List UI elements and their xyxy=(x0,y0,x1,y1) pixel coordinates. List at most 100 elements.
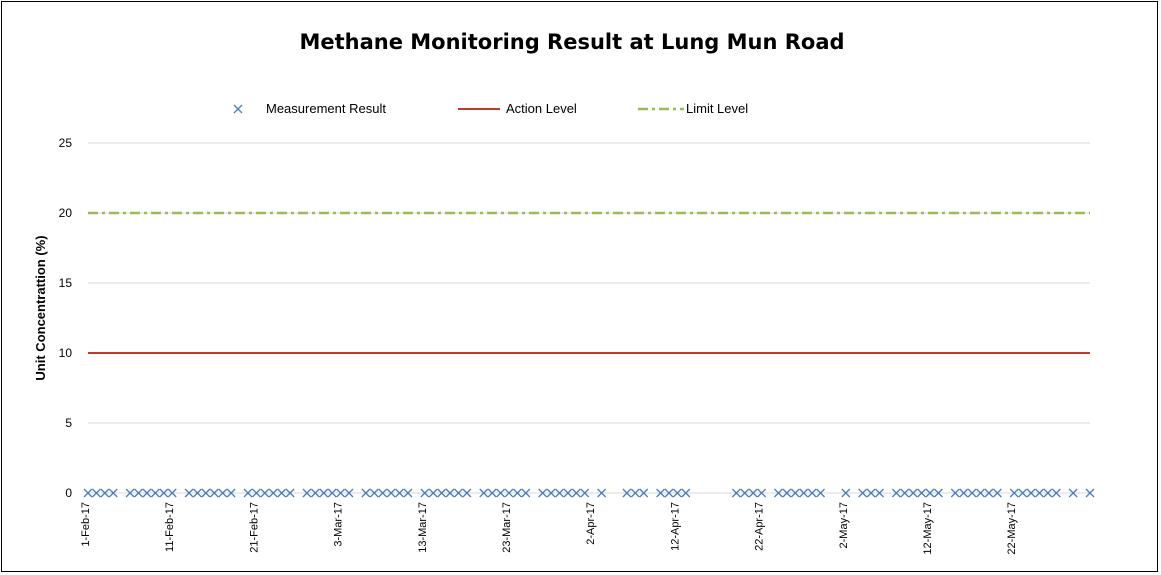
data-point xyxy=(933,488,943,498)
data-point xyxy=(672,488,682,498)
data-point xyxy=(656,488,666,498)
data-point xyxy=(454,488,463,498)
data-point xyxy=(150,488,160,498)
y-tick-label: 20 xyxy=(59,206,73,220)
data-point xyxy=(1043,488,1053,498)
data-point xyxy=(462,488,472,498)
y-tick-label: 5 xyxy=(65,416,72,430)
data-point xyxy=(277,488,287,498)
y-tick-label: 10 xyxy=(59,346,73,360)
data-point xyxy=(142,488,152,498)
data-point xyxy=(134,488,143,498)
data-point xyxy=(731,488,741,498)
data-point xyxy=(875,488,884,498)
chart-legend: Measurement Result Action Level Limit Le… xyxy=(0,101,1161,119)
data-point xyxy=(967,488,977,498)
data-point xyxy=(218,488,228,498)
data-point xyxy=(420,488,430,498)
data-point xyxy=(773,488,783,498)
data-point xyxy=(900,488,910,498)
data-point xyxy=(361,488,371,498)
data-point xyxy=(1051,488,1061,498)
legend-label-action: Action Level xyxy=(506,101,577,116)
data-point xyxy=(639,488,649,498)
data-point xyxy=(580,488,590,498)
x-tick-label: 23-Mar-17 xyxy=(501,502,513,553)
data-point xyxy=(268,488,278,498)
data-point xyxy=(327,488,337,498)
data-point xyxy=(437,488,447,498)
data-point xyxy=(100,488,110,498)
x-tick-label: 12-May-17 xyxy=(922,502,934,555)
data-point xyxy=(193,488,202,498)
chart-title: Methane Monitoring Result at Lung Mun Ro… xyxy=(299,30,845,54)
legend-item-measurement: Measurement Result xyxy=(230,101,386,116)
data-point xyxy=(571,488,581,498)
data-point xyxy=(664,488,674,498)
data-point xyxy=(251,488,261,498)
legend-label-limit: Limit Level xyxy=(686,101,749,116)
data-point xyxy=(563,488,573,498)
data-point xyxy=(555,488,564,498)
data-point xyxy=(891,488,901,498)
x-tick-label: 11-Feb-17 xyxy=(164,502,176,552)
legend-marker-x xyxy=(233,104,243,113)
data-point xyxy=(790,488,800,498)
data-point xyxy=(226,488,236,498)
data-point xyxy=(917,488,927,498)
y-tick-labels: 0 5 10 15 20 25 xyxy=(59,136,73,500)
x-tick-label: 22-May-17 xyxy=(1006,502,1018,555)
gridlines xyxy=(88,142,1090,494)
data-point xyxy=(841,488,851,498)
data-point xyxy=(369,488,379,498)
data-point xyxy=(319,488,329,498)
data-point xyxy=(1035,488,1044,498)
data-point xyxy=(538,488,548,498)
data-point xyxy=(512,488,522,498)
data-point xyxy=(950,488,960,498)
data-point xyxy=(984,488,994,498)
data-point xyxy=(1018,488,1028,498)
data-point xyxy=(184,488,194,498)
data-point xyxy=(858,488,868,498)
data-point xyxy=(740,488,750,498)
data-point xyxy=(487,488,497,498)
data-point xyxy=(681,488,691,498)
data-point xyxy=(622,488,632,498)
data-point xyxy=(866,488,876,498)
data-point xyxy=(386,488,396,498)
data-point xyxy=(302,488,312,498)
x-tick-label: 22-Apr-17 xyxy=(754,502,766,551)
data-point xyxy=(748,488,758,498)
data-point xyxy=(799,488,809,498)
data-point xyxy=(1026,488,1036,498)
data-point xyxy=(959,488,969,498)
data-point xyxy=(908,488,918,498)
data-point xyxy=(428,488,438,498)
x-tick-label: 21-Feb-17 xyxy=(248,502,260,553)
data-point xyxy=(546,488,556,498)
data-point xyxy=(336,488,346,498)
data-point xyxy=(125,488,135,498)
data-point xyxy=(344,488,354,498)
data-point xyxy=(504,488,514,498)
data-point xyxy=(209,488,219,498)
y-tick-label: 25 xyxy=(59,136,73,150)
x-tick-label: 3-Mar-17 xyxy=(333,502,345,547)
data-point xyxy=(976,488,985,498)
data-point xyxy=(521,488,531,498)
data-point xyxy=(285,488,295,498)
data-point xyxy=(395,488,405,498)
y-axis-title: Unit Concentrattion (%) xyxy=(33,235,48,380)
x-tick-label: 1-Feb-17 xyxy=(80,502,92,547)
data-point xyxy=(91,488,101,498)
data-point xyxy=(310,488,320,498)
data-point xyxy=(1085,488,1095,498)
data-point xyxy=(630,488,640,498)
data-point xyxy=(782,488,792,498)
x-tick-labels: 1-Feb-17 11-Feb-17 21-Feb-17 3-Mar-17 13-Mar… xyxy=(80,502,1018,555)
data-point xyxy=(83,488,93,498)
data-point xyxy=(925,488,935,498)
data-point xyxy=(108,488,118,498)
